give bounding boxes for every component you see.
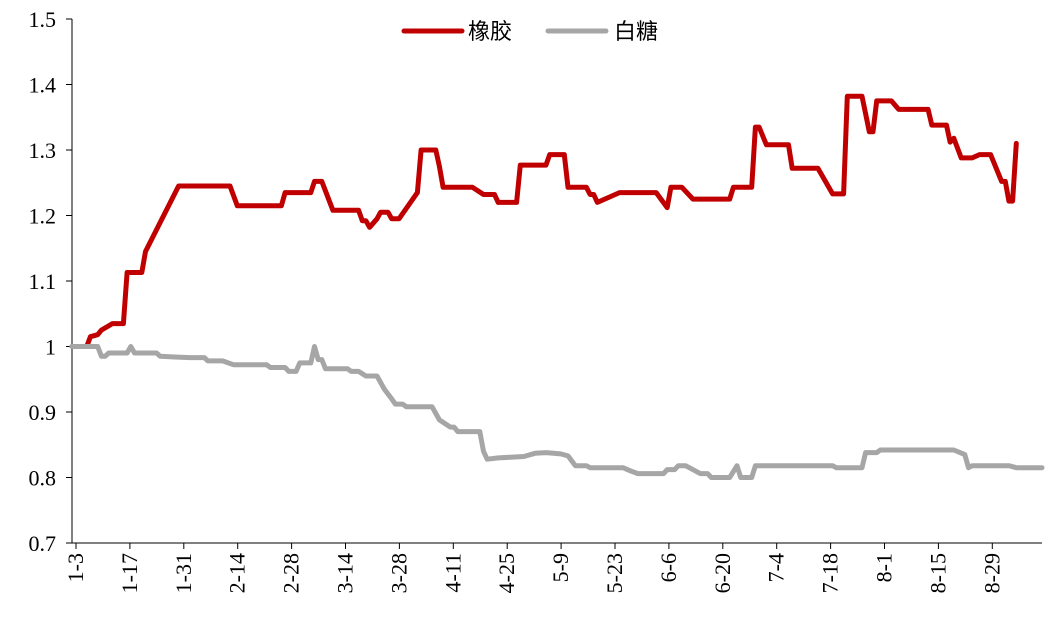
x-tick-label: 6-20 bbox=[710, 553, 735, 593]
x-tick-label: 8-29 bbox=[979, 553, 1004, 593]
x-tick-label: 2-28 bbox=[279, 553, 304, 593]
legend-label: 橡胶 bbox=[468, 20, 512, 45]
x-tick-label: 5-9 bbox=[548, 553, 573, 582]
y-tick-label: 1.2 bbox=[29, 204, 57, 229]
y-tick-label: 1.3 bbox=[29, 138, 57, 163]
y-tick-label: 1.1 bbox=[29, 269, 57, 294]
y-tick-label: 1.4 bbox=[29, 73, 57, 98]
x-tick-label: 6-6 bbox=[656, 553, 681, 582]
series-lines bbox=[69, 93, 1045, 480]
series-line-0 bbox=[69, 93, 1019, 349]
x-tick-label: 4-25 bbox=[494, 553, 519, 593]
legend: 橡胶 白糖 bbox=[401, 20, 658, 45]
y-tick-label: 1 bbox=[45, 335, 56, 360]
y-tick-label: 1.5 bbox=[29, 7, 57, 32]
x-tick-label: 5-23 bbox=[602, 553, 627, 593]
x-tick-label: 1-3 bbox=[63, 553, 88, 582]
x-tick-label: 8-15 bbox=[925, 553, 950, 593]
x-tick-label: 7-18 bbox=[818, 553, 843, 593]
legend-label: 白糖 bbox=[614, 20, 658, 45]
x-tick-label: 8-1 bbox=[872, 553, 897, 582]
y-tick-label: 0.7 bbox=[29, 531, 57, 556]
x-tick-label: 3-14 bbox=[333, 553, 358, 593]
y-tick-label: 0.9 bbox=[29, 400, 57, 425]
x-tick-label: 7-4 bbox=[764, 553, 789, 582]
y-axis: 1.5 1.4 1.3 1.2 1.1 1 0.9 0.8 0.7 bbox=[29, 7, 73, 556]
x-tick-label: 3-28 bbox=[386, 553, 411, 593]
x-tick-label: 4-11 bbox=[440, 553, 465, 593]
x-tick-label: 1-17 bbox=[117, 553, 142, 593]
x-tick-label: 1-31 bbox=[171, 553, 196, 593]
y-tick-label: 0.8 bbox=[29, 466, 57, 491]
series-line-1 bbox=[69, 344, 1045, 480]
x-tick-label: 2-14 bbox=[225, 553, 250, 593]
x-axis: 1-3 1-17 1-31 2-14 2-28 3-14 3-28 4-11 4-25 5-9 5-… bbox=[63, 542, 1042, 593]
